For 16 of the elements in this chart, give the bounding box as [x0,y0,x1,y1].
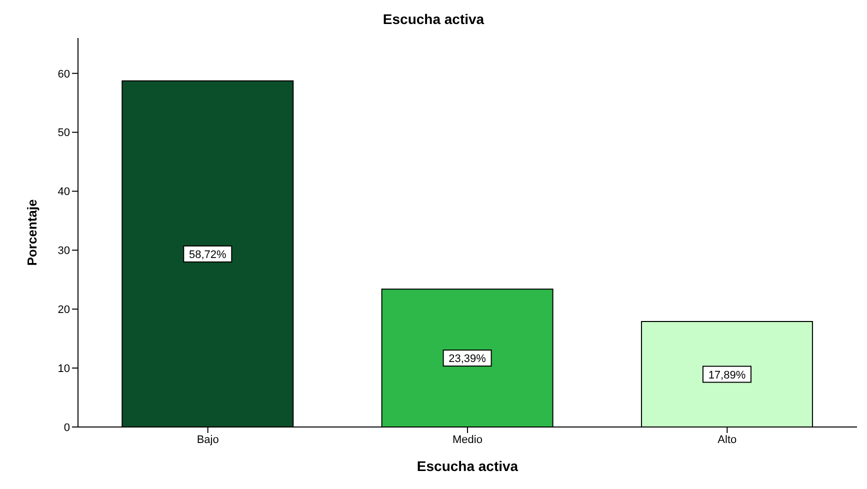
data-label: 58,72% [188,248,227,261]
y-tick-label: 40 [58,186,70,198]
x-tick-label: Medio [452,434,482,446]
y-tick-label: 0 [64,422,70,434]
chart-title: Escucha activa [382,10,486,29]
x-tick-label: Bajo [196,434,219,446]
x-tick-label: Alto [718,434,737,446]
y-tick-label: 10 [58,362,70,375]
y-tick-label: 20 [58,304,70,316]
y-axis-title: Porcentaje [24,199,40,266]
x-axis-title: Escucha activa [416,458,518,474]
data-label: 17,89% [708,369,746,382]
y-tick-label: 30 [58,245,70,258]
y-tick-label: 60 [58,68,70,80]
y-tick-label: 50 [58,127,70,140]
data-label: 23,39% [448,353,486,366]
